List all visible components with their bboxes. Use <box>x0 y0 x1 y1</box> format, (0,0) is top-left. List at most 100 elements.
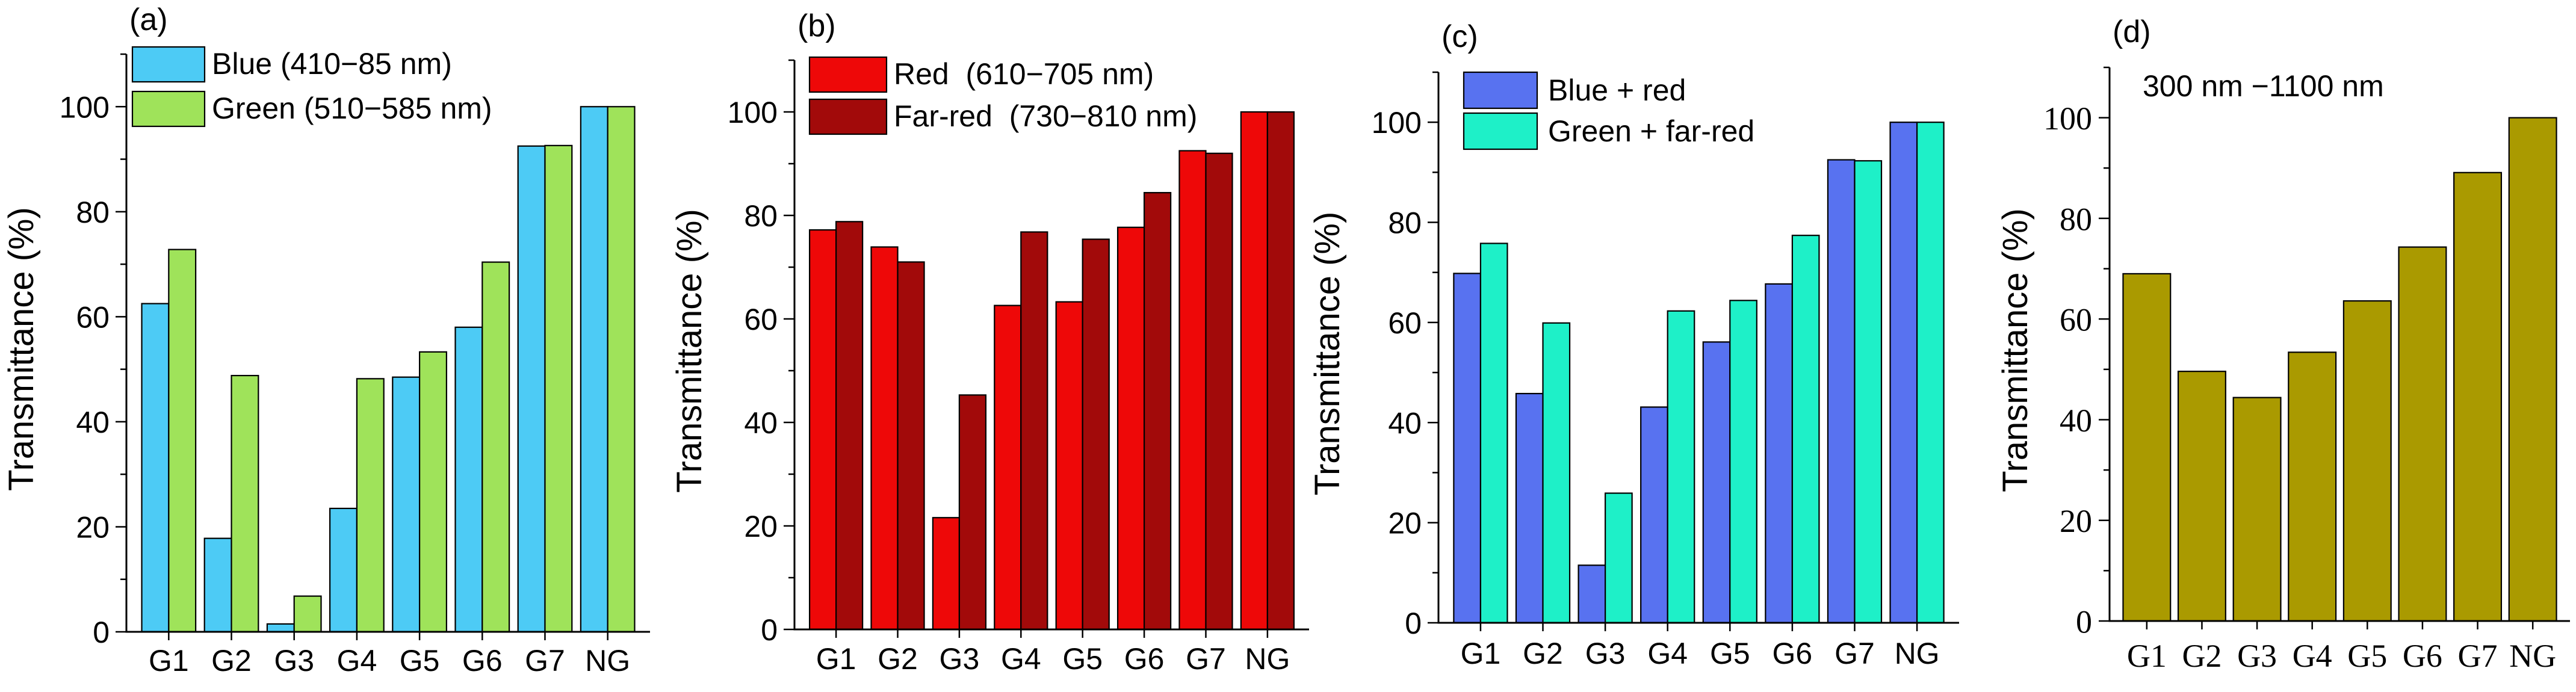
panel-c-x-tick-label-g1: G1 <box>1461 637 1501 670</box>
panel-d-x-tick-label-g2: G2 <box>2182 638 2221 674</box>
panel-d-bar-g4 <box>2288 351 2337 622</box>
panel-a-x-tick-label-g5: G5 <box>400 644 440 678</box>
panel-c-x-tick-label-g7: G7 <box>1834 637 1875 670</box>
panel-a-bar-g4-series-1 <box>329 507 358 633</box>
panel-d-label: (d) <box>2113 14 2151 49</box>
panel-b-bar-g1-series-2 <box>835 221 864 631</box>
panel-a-bar-g5-series-1 <box>392 376 421 633</box>
panel-d-x-tick-label-g1: G1 <box>2127 638 2167 674</box>
panel-b-legend-label-1: Red (610−705 nm) <box>894 57 1154 91</box>
panel-d: (d) Transmittance (%) 300 nm −1100 nm 0 2… <box>1996 14 2570 674</box>
panel-c-y-tick-label: 100 <box>1372 106 1422 140</box>
panel-d-y-tick-label: 60 <box>2060 302 2092 338</box>
panel-a-bar-g3-series-2 <box>293 595 322 633</box>
panel-c-bar-ng-series-1 <box>1889 122 1918 624</box>
panel-c-x-tick-label-g2: G2 <box>1523 637 1563 670</box>
panel-a-bar-g7-series-2 <box>544 144 573 633</box>
panel-b-bar-g7-series-1 <box>1178 150 1207 631</box>
panel-c-bar-g7-series-2 <box>1854 160 1883 624</box>
panel-a-legend-label-2: Green (510−585 nm) <box>212 91 492 125</box>
panel-b-y-axis-label: Transmittance (%) <box>670 209 709 493</box>
panel-d-spectrum-title: 300 nm −1100 nm <box>2143 69 2384 103</box>
panel-a-bar-ng-series-1 <box>580 106 608 633</box>
panel-b-bar-g3-series-2 <box>958 394 987 631</box>
panel-c-legend-label-1: Blue + red <box>1548 73 1686 107</box>
panel-d-bar-g3 <box>2232 397 2282 622</box>
panel-a-x-tick-label-g1: G1 <box>149 644 189 678</box>
panel-b-bar-g2-series-1 <box>870 246 899 631</box>
panel-c-legend-label-2: Green + far-red <box>1548 114 1754 148</box>
panel-d-y-tick-label: 100 <box>2043 100 2092 137</box>
panel-d-x-tick-label-g4: G4 <box>2293 638 2332 674</box>
panel-b-legend-swatch-2 <box>808 98 888 135</box>
panel-c-y-axis-label: Transmittance (%) <box>1308 212 1347 496</box>
panel-a-bar-ng-series-2 <box>607 106 636 633</box>
panel-d-bar-g6 <box>2398 246 2447 622</box>
panel-b-bar-g6-series-2 <box>1143 192 1172 631</box>
panel-b-y-tick-label: 100 <box>728 96 778 129</box>
panel-a-x-tick-label-g4: G4 <box>337 644 377 678</box>
panel-b: (b) Transmittance (%) 0 20 40 60 80 100 G1 G2 G3… <box>670 8 1309 676</box>
panel-a-legend-label-1: Blue (410−85 nm) <box>212 47 452 81</box>
panel-b-bar-g5-series-2 <box>1082 238 1110 631</box>
panel-a-y-tick-label: 20 <box>76 510 110 544</box>
panel-b-y-tick-label: 20 <box>744 510 778 543</box>
panel-d-y-tick-label: 40 <box>2060 403 2092 439</box>
panel-b-x-tick-label-g3: G3 <box>940 642 980 676</box>
panel-a-x-tick-label-g2: G2 <box>211 644 252 678</box>
panel-c-y-tick-label: 40 <box>1388 406 1422 440</box>
panel-c-bar-g4-series-2 <box>1667 310 1695 624</box>
panel-c-y-tick-label: 80 <box>1388 206 1422 240</box>
panel-c-bar-g3-series-1 <box>1577 564 1606 624</box>
panel-b-bar-g5-series-1 <box>1055 301 1083 631</box>
panel-d-bar-g5 <box>2342 300 2392 622</box>
panel-d-x-tick-label-g3: G3 <box>2237 638 2277 674</box>
panel-d-x-tick-label-ng: NG <box>2509 638 2556 674</box>
panel-c-bar-g7-series-1 <box>1827 159 1856 624</box>
panel-b-x-tick-label-g4: G4 <box>1001 642 1041 676</box>
panel-d-bar-ng <box>2508 117 2557 622</box>
panel-a-y-tick-label: 80 <box>76 196 110 229</box>
panel-a-y-tick-label: 0 <box>93 616 110 649</box>
panel-c-bar-ng-series-2 <box>1916 122 1945 624</box>
panel-d-x-tick-label-g6: G6 <box>2403 638 2442 674</box>
panel-c-legend-swatch-1 <box>1463 71 1538 110</box>
panel-d-bar-g7 <box>2453 171 2503 622</box>
panel-a-bar-g4-series-2 <box>356 378 385 633</box>
panel-a-bar-g3-series-1 <box>266 623 295 633</box>
panel-d-y-tick-label: 0 <box>2076 604 2092 640</box>
panel-b-bar-g1-series-1 <box>808 229 837 631</box>
panel-b-x-tick-label-g5: G5 <box>1062 642 1103 676</box>
panel-d-x-tick-label-g7: G7 <box>2458 638 2498 674</box>
panel-a-bar-g2-series-1 <box>203 537 232 633</box>
panel-c-bar-g5-series-1 <box>1702 341 1731 624</box>
panel-b-y-tick-label: 0 <box>761 613 778 647</box>
panel-b-x-tick-label-ng: NG <box>1245 642 1290 676</box>
panel-c-label: (c) <box>1441 19 1478 54</box>
panel-a-bar-g1-series-1 <box>141 303 170 633</box>
panel-c-x-tick-label-g4: G4 <box>1647 637 1688 670</box>
panel-c-bar-g6-series-2 <box>1791 235 1820 624</box>
panel-b-legend-swatch-1 <box>808 56 888 93</box>
panel-b-x-tick-label-g1: G1 <box>816 642 856 676</box>
panel-c-bar-g2-series-1 <box>1515 392 1544 624</box>
panel-b-bar-ng-series-1 <box>1240 111 1268 631</box>
panel-c: (c) Transmittance (%) 0 20 40 60 80 100 G1 G2 G3… <box>1308 19 1959 670</box>
panel-c-bar-g3-series-2 <box>1605 492 1633 624</box>
panel-b-y-tick-label: 40 <box>744 406 778 440</box>
panel-a-x-tick-label-g3: G3 <box>274 644 314 678</box>
panel-b-y-tick-label: 80 <box>744 199 778 233</box>
panel-d-y-axis-label: Transmittance (%) <box>1996 208 2035 492</box>
panel-a-bar-g1-series-2 <box>168 249 197 633</box>
panel-c-bar-g1-series-2 <box>1479 243 1508 624</box>
panel-c-bar-g1-series-1 <box>1453 273 1482 624</box>
panel-c-bar-g4-series-1 <box>1640 406 1668 624</box>
panel-c-x-tick-label-g5: G5 <box>1710 637 1750 670</box>
panel-b-y-tick-label: 60 <box>744 303 778 336</box>
panel-d-bar-g1 <box>2122 273 2172 622</box>
panel-b-label: (b) <box>797 8 836 43</box>
panel-c-x-tick-label-g6: G6 <box>1773 637 1813 670</box>
panel-b-bar-g6-series-1 <box>1116 226 1145 631</box>
panel-d-bar-g2 <box>2177 371 2226 622</box>
